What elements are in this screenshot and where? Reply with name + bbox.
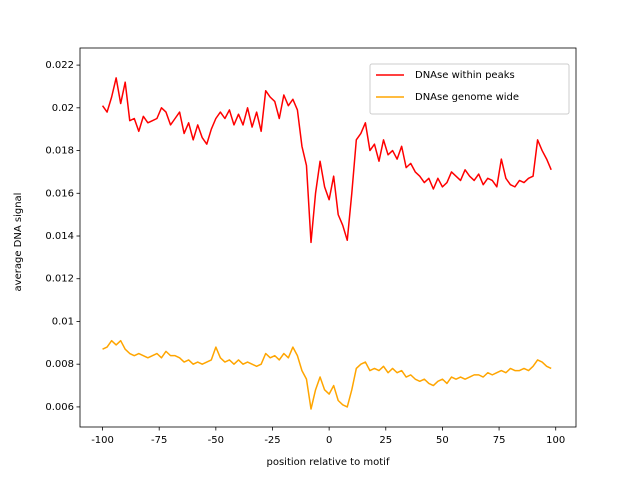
legend-label: DNAse within peaks — [415, 70, 515, 81]
y-tick-label: 0.01 — [52, 316, 74, 327]
plot-frame — [79, 47, 577, 428]
legend-label: DNAse genome wide — [415, 92, 519, 103]
data-line — [102, 339, 552, 410]
x-axis-label: position relative to motif — [267, 457, 390, 468]
x-tick-label: -50 — [208, 435, 224, 446]
y-tick-label: 0.012 — [45, 274, 74, 285]
y-tick-label: 0.02 — [52, 103, 74, 114]
x-tick-label: -75 — [151, 435, 167, 446]
data-line — [101, 77, 552, 244]
y-tick-label: 0.014 — [45, 231, 74, 242]
y-tick-label: 0.022 — [45, 60, 74, 71]
legend-box — [369, 63, 570, 115]
x-tick-label: -25 — [264, 435, 280, 446]
x-tick-label: 100 — [546, 435, 565, 446]
y-tick-label: 0.008 — [45, 359, 74, 370]
x-tick-label: 25 — [379, 435, 392, 446]
x-tick-label: 50 — [436, 435, 449, 446]
x-tick-label: -100 — [91, 435, 114, 446]
y-tick-label: 0.006 — [45, 402, 74, 413]
y-axis-label: average DNA signal — [13, 193, 24, 292]
y-tick-label: 0.016 — [45, 188, 74, 199]
x-tick-label: 75 — [493, 435, 506, 446]
y-tick-label: 0.018 — [45, 146, 74, 157]
x-tick-label: 0 — [326, 435, 332, 446]
